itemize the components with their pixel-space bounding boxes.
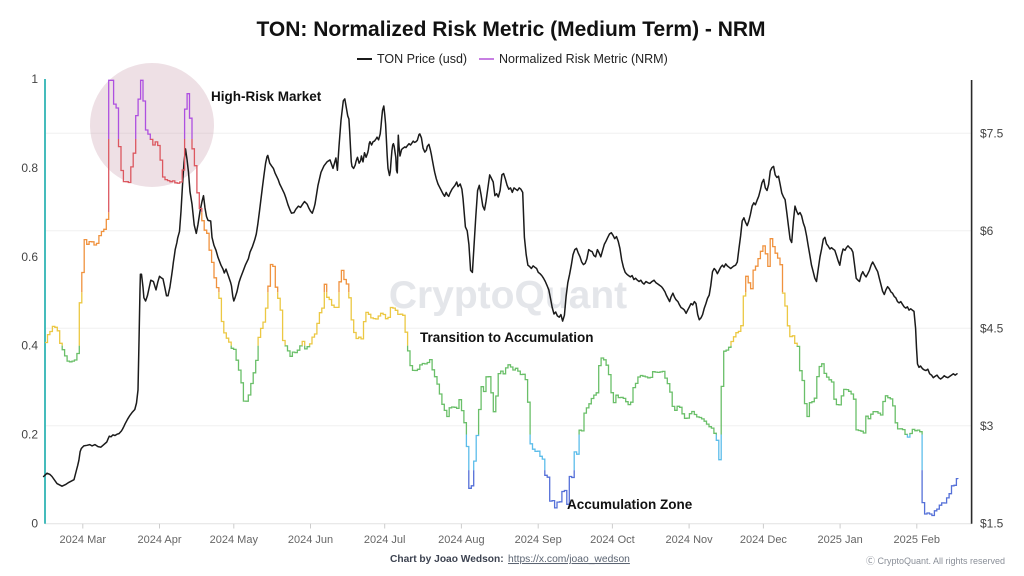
svg-text:$3: $3 (980, 419, 994, 433)
svg-text:2024 Sep: 2024 Sep (515, 534, 562, 546)
svg-text:https://x.com/joao_wedson: https://x.com/joao_wedson (508, 554, 630, 565)
svg-text:2025 Jan: 2025 Jan (817, 534, 862, 546)
svg-text:0.6: 0.6 (21, 250, 38, 264)
svg-text:2024 May: 2024 May (210, 534, 259, 546)
svg-text:$7.5: $7.5 (980, 126, 1004, 140)
svg-text:0: 0 (31, 516, 38, 530)
svg-text:$1.5: $1.5 (980, 516, 1004, 530)
svg-text:2024 Aug: 2024 Aug (438, 534, 485, 546)
svg-text:Transition to Accumulation: Transition to Accumulation (420, 330, 594, 345)
svg-text:1: 1 (31, 72, 38, 86)
svg-text:0.4: 0.4 (21, 339, 38, 353)
svg-text:Chart by Joao Wedson:: Chart by Joao Wedson: (390, 554, 504, 565)
svg-text:$6: $6 (980, 224, 994, 238)
svg-text:Normalized Risk Metric (NRM): Normalized Risk Metric (NRM) (499, 52, 668, 66)
svg-text:2024 Mar: 2024 Mar (60, 534, 107, 546)
svg-text:0.8: 0.8 (21, 161, 38, 175)
svg-text:CryptoQuant: CryptoQuant (389, 274, 627, 317)
svg-text:$4.5: $4.5 (980, 321, 1004, 335)
svg-text:High-Risk Market: High-Risk Market (211, 89, 322, 104)
svg-text:2025 Feb: 2025 Feb (894, 534, 940, 546)
svg-text:2024 Jul: 2024 Jul (364, 534, 406, 546)
svg-text:Accumulation Zone: Accumulation Zone (567, 497, 693, 512)
svg-text:2024 Nov: 2024 Nov (666, 534, 714, 546)
svg-text:2024 Oct: 2024 Oct (590, 534, 635, 546)
svg-text:0.2: 0.2 (21, 428, 38, 442)
svg-text:TON: Normalized Risk Metric (M: TON: Normalized Risk Metric (Medium Term… (256, 18, 765, 41)
svg-text:2024 Apr: 2024 Apr (137, 534, 181, 546)
svg-text:2024 Dec: 2024 Dec (740, 534, 788, 546)
svg-text:2024 Jun: 2024 Jun (288, 534, 333, 546)
svg-text:Ⓒ CryptoQuant. All rights rese: Ⓒ CryptoQuant. All rights reserved (866, 556, 1005, 566)
svg-text:TON Price (usd): TON Price (usd) (377, 52, 467, 66)
